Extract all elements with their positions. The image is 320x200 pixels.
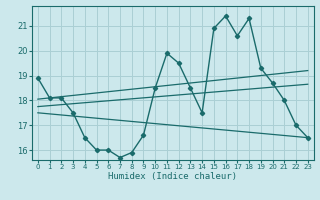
X-axis label: Humidex (Indice chaleur): Humidex (Indice chaleur) bbox=[108, 172, 237, 181]
